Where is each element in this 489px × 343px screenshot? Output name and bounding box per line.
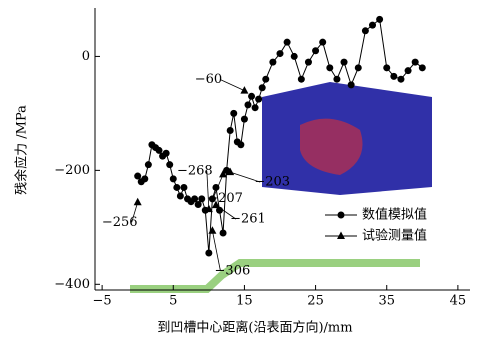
data-point: [248, 93, 255, 100]
data-point: [291, 53, 298, 60]
y-tick-label: −400: [54, 277, 90, 292]
data-point: [177, 193, 184, 200]
data-point: [230, 110, 237, 117]
y-tick-label: −200: [54, 163, 90, 178]
data-point: [205, 249, 212, 256]
data-point: [269, 59, 276, 66]
data-point: [390, 73, 397, 80]
data-label: −306: [215, 263, 251, 278]
data-label: −261: [230, 212, 266, 227]
data-point: [348, 81, 355, 88]
data-point: [305, 59, 312, 66]
data-point: [397, 76, 404, 83]
chart: 到凹槽中心距离(沿表面方向)/mm 残余应力 /MPa −5 5 15 25 35 45 0…: [0, 0, 489, 339]
data-point: [244, 101, 251, 108]
data-label: −268: [177, 164, 213, 179]
data-point: [255, 96, 262, 103]
y-tick-label: 0: [82, 49, 90, 64]
x-tick-label: 25: [307, 294, 324, 309]
x-tick-label: 35: [378, 294, 395, 309]
y-axis-label: 残余应力 /MPa: [14, 105, 30, 195]
data-point: [240, 86, 248, 94]
x-tick-label: 15: [236, 294, 253, 309]
data-point: [173, 184, 180, 191]
data-point: [284, 39, 291, 46]
data-point: [145, 161, 152, 168]
legend-marker: [338, 212, 345, 219]
data-point: [376, 16, 383, 23]
data-point: [134, 198, 142, 206]
data-point: [383, 64, 390, 71]
data-point: [227, 127, 234, 134]
data-point: [362, 27, 369, 34]
data-point: [198, 195, 205, 202]
data-label: −203: [254, 175, 290, 190]
data-point: [319, 39, 326, 46]
data-point: [412, 59, 419, 66]
data-point: [312, 47, 319, 54]
data-point: [180, 184, 187, 191]
x-tick-label: 45: [450, 294, 467, 309]
data-point: [141, 175, 148, 182]
x-axis-label: 到凹槽中心距离(沿表面方向)/mm: [157, 320, 352, 336]
data-point: [369, 22, 376, 29]
data-point: [326, 64, 333, 71]
x-tick-label: 5: [169, 294, 177, 309]
data-point: [259, 84, 266, 91]
legend-label: 数值模拟值: [362, 207, 427, 223]
data-label: −256: [102, 215, 138, 230]
data-point: [341, 59, 348, 66]
data-point: [241, 116, 248, 123]
data-label: −207: [207, 191, 243, 206]
data-point: [262, 76, 269, 83]
data-point: [355, 64, 362, 71]
data-point: [298, 76, 305, 83]
data-point: [170, 175, 177, 182]
data-point: [405, 67, 412, 74]
legend-label: 试验测量值: [362, 228, 427, 244]
leader-line: [220, 80, 244, 91]
data-point: [163, 150, 170, 157]
data-point: [166, 161, 173, 168]
x-tick-label: −5: [93, 294, 112, 309]
data-point: [419, 64, 426, 71]
data-label: −60: [195, 72, 222, 87]
data-point: [220, 230, 227, 237]
data-point: [237, 141, 244, 148]
legend-marker: [337, 232, 345, 240]
data-point: [277, 50, 284, 57]
data-point: [333, 76, 340, 83]
data-point: [252, 104, 259, 111]
